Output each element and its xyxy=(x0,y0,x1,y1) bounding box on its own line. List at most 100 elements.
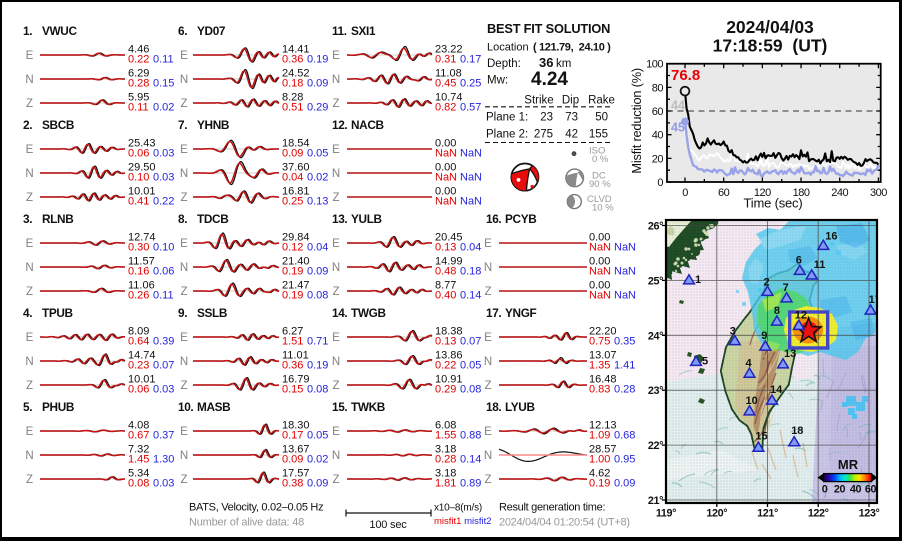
svg-text:119°: 119° xyxy=(656,508,676,520)
svg-text:0.14: 0.14 xyxy=(460,290,481,302)
svg-text:0: 0 xyxy=(657,177,663,189)
svg-text:122°: 122° xyxy=(808,508,829,520)
svg-text:0.57: 0.57 xyxy=(460,102,481,114)
svg-text:3.18: 3.18 xyxy=(435,444,456,456)
svg-text:0.13: 0.13 xyxy=(435,336,456,348)
svg-text:Z: Z xyxy=(180,474,187,486)
svg-text:NaN: NaN xyxy=(460,196,482,208)
svg-text:E: E xyxy=(26,332,34,344)
svg-text:0.08: 0.08 xyxy=(307,290,328,302)
svg-text:N: N xyxy=(180,168,188,180)
svg-text:20: 20 xyxy=(652,153,664,165)
svg-text:0.00: 0.00 xyxy=(435,186,456,198)
svg-text:0.15: 0.15 xyxy=(282,384,303,396)
svg-text:29.50: 29.50 xyxy=(128,162,156,174)
svg-text:0.67: 0.67 xyxy=(128,430,149,442)
svg-text:4.TPUB: 4. TPUB xyxy=(23,306,73,320)
svg-text:10.74: 10.74 xyxy=(435,92,463,104)
svg-text:E: E xyxy=(332,50,340,62)
svg-text:40: 40 xyxy=(850,484,862,496)
svg-text:17.57: 17.57 xyxy=(282,468,310,480)
svg-text:60: 60 xyxy=(718,187,730,199)
svg-text:E: E xyxy=(332,238,340,250)
svg-text:10: 10 xyxy=(746,395,758,407)
svg-text:11.SXI1: 11. SXI1 xyxy=(332,24,376,38)
svg-text:N: N xyxy=(484,262,492,274)
svg-text:13.07: 13.07 xyxy=(589,350,617,362)
svg-text:12: 12 xyxy=(795,310,807,322)
svg-text:14.TWGB: 14. TWGB xyxy=(332,306,386,320)
svg-text:4.24: 4.24 xyxy=(531,69,568,90)
svg-text:BEST FIT SOLUTION: BEST FIT SOLUTION xyxy=(487,21,610,36)
svg-text:14: 14 xyxy=(770,384,783,396)
svg-text:14.41: 14.41 xyxy=(282,44,310,56)
svg-text:Z: Z xyxy=(332,98,339,110)
svg-text:0.03: 0.03 xyxy=(153,172,174,184)
svg-text:11.06: 11.06 xyxy=(128,280,155,292)
svg-text:0.18: 0.18 xyxy=(460,266,481,278)
svg-text:N: N xyxy=(25,74,33,86)
svg-text:16.79: 16.79 xyxy=(282,374,310,386)
svg-text:5.95: 5.95 xyxy=(128,92,149,104)
svg-text:NaN: NaN xyxy=(589,266,611,278)
svg-text:0.17: 0.17 xyxy=(460,54,481,66)
svg-text:36: 36 xyxy=(539,55,553,70)
svg-text:240: 240 xyxy=(831,187,848,199)
svg-text:4.46: 4.46 xyxy=(128,44,149,56)
svg-text:0.75: 0.75 xyxy=(589,336,610,348)
svg-text:24°: 24° xyxy=(648,330,663,342)
svg-text:N: N xyxy=(25,168,33,180)
svg-text:44: 44 xyxy=(671,99,685,113)
svg-text:6.08: 6.08 xyxy=(435,420,456,432)
svg-text:0.14: 0.14 xyxy=(460,454,481,466)
svg-text:18.38: 18.38 xyxy=(435,326,463,338)
svg-text:0.02: 0.02 xyxy=(307,172,328,184)
svg-text:Z: Z xyxy=(180,192,187,204)
svg-text:275: 275 xyxy=(534,129,553,141)
svg-text:42: 42 xyxy=(565,129,578,141)
svg-text:N: N xyxy=(332,74,340,86)
svg-text:8.09: 8.09 xyxy=(128,326,149,338)
svg-text:0.22: 0.22 xyxy=(128,54,149,66)
svg-text:16.PCYB: 16. PCYB xyxy=(486,212,536,226)
svg-text:1.45: 1.45 xyxy=(128,454,149,466)
svg-text:24.52: 24.52 xyxy=(282,68,310,80)
svg-text:km: km xyxy=(556,58,571,70)
svg-text:300: 300 xyxy=(870,187,887,199)
svg-text:0.12: 0.12 xyxy=(282,242,303,254)
svg-text:0.48: 0.48 xyxy=(435,266,456,278)
svg-text:5: 5 xyxy=(702,356,708,368)
svg-text:E: E xyxy=(26,50,34,62)
svg-text:0.17: 0.17 xyxy=(282,430,303,442)
svg-text:123°: 123° xyxy=(859,508,880,520)
svg-text:5.34: 5.34 xyxy=(128,468,149,480)
svg-text:1.81: 1.81 xyxy=(435,478,456,490)
svg-text:Rake: Rake xyxy=(588,95,615,107)
svg-text:0.03: 0.03 xyxy=(153,478,174,490)
svg-text:0.19: 0.19 xyxy=(589,478,610,490)
svg-text:37.60: 37.60 xyxy=(282,162,310,174)
svg-text:0.19: 0.19 xyxy=(282,266,303,278)
svg-text:E: E xyxy=(180,144,188,156)
svg-text:73: 73 xyxy=(565,112,578,124)
svg-text:1.35: 1.35 xyxy=(589,360,610,372)
svg-text:9.SSLB: 9. SSLB xyxy=(178,306,227,320)
svg-text:0.07: 0.07 xyxy=(460,336,481,348)
svg-text:0.04: 0.04 xyxy=(282,172,303,184)
svg-text:15.TWKB: 15. TWKB xyxy=(332,400,385,414)
svg-text:0.09: 0.09 xyxy=(282,148,303,160)
svg-text:N: N xyxy=(332,168,340,180)
svg-text:3.18: 3.18 xyxy=(435,468,456,480)
svg-text:0 %: 0 % xyxy=(592,154,609,165)
svg-text:0.06: 0.06 xyxy=(128,384,149,396)
svg-text:0.25: 0.25 xyxy=(282,196,303,208)
svg-text:0.39: 0.39 xyxy=(153,336,174,348)
svg-text:Z: Z xyxy=(484,474,491,486)
svg-text:6.29: 6.29 xyxy=(128,68,149,80)
svg-text:17: 17 xyxy=(869,294,881,306)
svg-text:0.09: 0.09 xyxy=(307,78,328,90)
svg-text:0.08: 0.08 xyxy=(307,384,328,396)
svg-text:0.00: 0.00 xyxy=(589,280,610,292)
svg-text:Z: Z xyxy=(26,98,33,110)
svg-text:Z: Z xyxy=(332,192,339,204)
